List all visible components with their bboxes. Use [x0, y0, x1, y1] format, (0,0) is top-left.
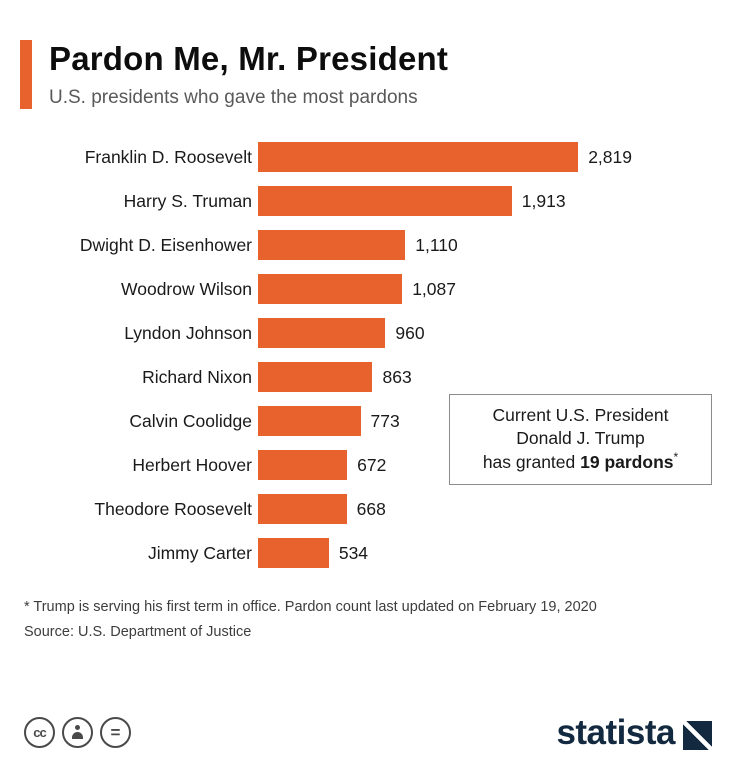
- annotation-line3: has granted 19 pardons*: [482, 450, 679, 473]
- value-label: 534: [338, 542, 369, 563]
- bar-rows: Franklin D. Roosevelt 2,819 Harry S. Truma…: [24, 135, 712, 575]
- license-icons: cc =: [24, 717, 131, 748]
- header: Pardon Me, Mr. President U.S. presidents…: [20, 40, 712, 109]
- bar: [258, 450, 348, 480]
- category-label: Lyndon Johnson: [124, 322, 252, 343]
- no-derivatives-icon[interactable]: =: [100, 717, 131, 748]
- bar: [258, 494, 347, 524]
- bar-track: 863: [258, 362, 632, 392]
- bar-row: Jimmy Carter 534: [24, 531, 712, 575]
- bar-row: Lyndon Johnson 960: [24, 311, 712, 355]
- bar: [258, 538, 329, 568]
- value-label: 863: [382, 366, 412, 387]
- page-subtitle: U.S. presidents who gave the most pardon…: [49, 87, 418, 108]
- value-label: 1,087: [412, 278, 456, 299]
- bar: [258, 186, 512, 216]
- annotation-box: Current U.S. President Donald J. Trump h…: [449, 394, 712, 486]
- value-label: 773: [370, 410, 400, 431]
- category-label: Herbert Hoover: [132, 454, 252, 475]
- bar: [258, 230, 406, 260]
- statista-logo[interactable]: statista: [556, 715, 712, 750]
- annotation-line1: Current U.S. President: [492, 405, 669, 425]
- bar-track: 960: [258, 318, 632, 348]
- bar: [258, 274, 403, 304]
- footnote-text: * Trump is serving his first term in off…: [24, 599, 597, 615]
- category-label: Theodore Roosevelt: [94, 498, 252, 519]
- value-label: 668: [356, 498, 386, 519]
- attribution-icon[interactable]: [62, 717, 93, 748]
- bar: [258, 142, 579, 172]
- value-label: 1,913: [521, 190, 566, 211]
- category-label: Harry S. Truman: [123, 190, 252, 211]
- bar: [258, 318, 386, 348]
- bar-track: 1,110: [258, 230, 632, 260]
- bar-track: 1,913: [258, 186, 632, 216]
- bar-track: 534: [258, 538, 632, 568]
- category-label: Richard Nixon: [142, 366, 252, 387]
- bar-track: 773: [258, 406, 632, 436]
- infographic: Pardon Me, Mr. President U.S. presidents…: [0, 40, 736, 776]
- bar-track: 668: [258, 494, 632, 524]
- value-label: 2,819: [588, 146, 632, 167]
- bar-track: 1,087: [258, 274, 632, 304]
- bar: [258, 406, 361, 436]
- category-label: Franklin D. Roosevelt: [84, 146, 252, 167]
- statista-wordmark: statista: [556, 713, 675, 752]
- bar-row: Herbert Hoover 672: [24, 443, 712, 487]
- bar-track: 2,819: [258, 142, 632, 172]
- bar-row: Calvin Coolidge 773: [24, 399, 712, 443]
- bar-row: Franklin D. Roosevelt 2,819: [24, 135, 712, 179]
- bar: [258, 362, 373, 392]
- annotation-line2: Donald J. Trump: [516, 428, 645, 449]
- bar-row: Harry S. Truman 1,913: [24, 179, 712, 223]
- source-text: Source: U.S. Department of Justice: [24, 624, 252, 640]
- footnotes: * Trump is serving his first term in off…: [24, 599, 712, 640]
- person-icon: [71, 725, 84, 740]
- bar-row: Woodrow Wilson 1,087: [24, 267, 712, 311]
- bar-track: 672: [258, 450, 632, 480]
- value-label: 672: [357, 454, 387, 475]
- category-label: Dwight D. Eisenhower: [79, 234, 252, 255]
- bar-row: Dwight D. Eisenhower 1,110: [24, 223, 712, 267]
- category-label: Jimmy Carter: [147, 542, 252, 563]
- category-label: Woodrow Wilson: [121, 278, 252, 299]
- bar-row: Richard Nixon 863: [24, 355, 712, 399]
- bar-row: Theodore Roosevelt 668: [24, 487, 712, 531]
- footer: cc = statista: [24, 715, 712, 750]
- value-label: 1,110: [415, 234, 458, 255]
- category-label: Calvin Coolidge: [129, 410, 252, 431]
- page-title: Pardon Me, Mr. President: [49, 40, 449, 77]
- bar-chart: Franklin D. Roosevelt 2,819 Harry S. Truma…: [24, 135, 712, 575]
- value-label: 960: [395, 322, 425, 343]
- cc-license-icon[interactable]: cc: [24, 717, 55, 748]
